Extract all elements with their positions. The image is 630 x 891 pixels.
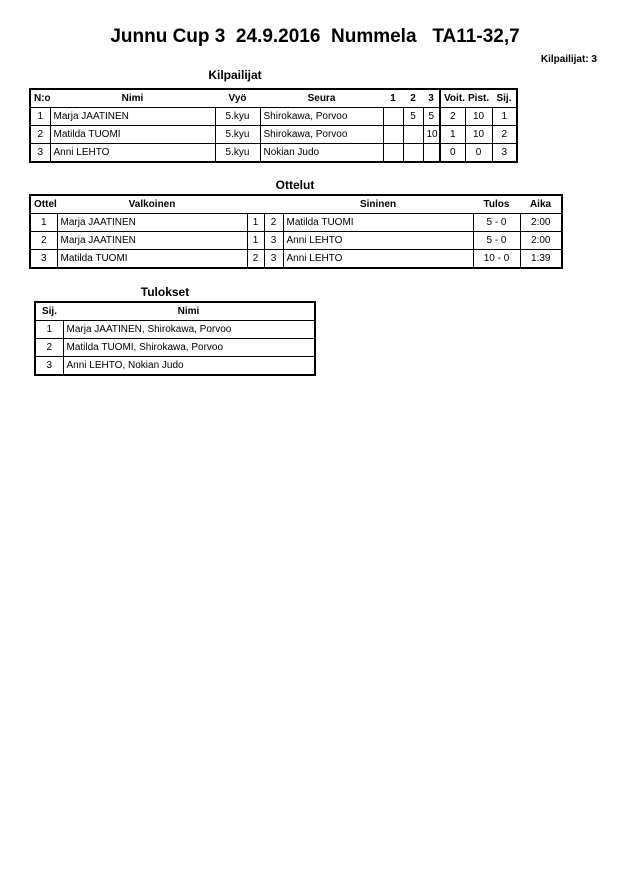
match-row-cell: 10 - 0: [472, 249, 521, 269]
competitor-row-cell: 0: [439, 143, 466, 163]
competitor-row-cell: 3: [29, 143, 51, 163]
competitor-row-cell: 2: [29, 125, 51, 144]
competitors-header-0: N:o: [30, 89, 50, 108]
match-row-cell: 5 - 0: [472, 213, 521, 232]
match-row-cell: Marja JAATINEN: [56, 213, 248, 232]
competitor-row-cell: Anni LEHTO: [49, 143, 216, 163]
page-title: Junnu Cup 3 24.9.2016 Nummela TA11-32,7: [110, 26, 520, 47]
results-header-0: Sij.: [35, 302, 63, 321]
competitors-header-2: Vyö: [215, 89, 260, 108]
match-row-cell: 1: [246, 213, 265, 232]
competitor-count: Kilpailijat: 3: [540, 54, 597, 65]
competitor-row-cell: [382, 107, 404, 126]
competitors-header-5: 2: [403, 89, 423, 108]
competitors-header-8: Pist.: [465, 89, 492, 108]
match-row-cell: Matilda TUOMI: [282, 213, 474, 232]
competitor-row-cell: [422, 143, 441, 163]
match-row: 2 Marja JAATINEN 1 3 Anni LEHTO 5 - 0 2:00: [29, 231, 563, 250]
result-row-cell: 1: [34, 320, 64, 339]
competitor-row-cell: 10: [464, 107, 493, 126]
competitor-row-cell: Matilda TUOMI: [49, 125, 216, 144]
competitors-header-1: Nimi: [50, 89, 215, 108]
match-row-cell: 2: [29, 231, 58, 250]
competitors-header-3: Seura: [260, 89, 383, 108]
results-table: Sij. Nimi 1 Marja JAATINEN, Shirokawa, Porv…: [34, 301, 316, 376]
matches-header-1: Valkoinen: [57, 195, 247, 214]
competitor-row: 1 Marja JAATINEN 5.kyu Shirokawa, Porvoo 5 5 2…: [29, 107, 518, 126]
matches-header-3: [264, 195, 283, 214]
competitor-row-cell: Shirokawa, Porvoo: [259, 125, 384, 144]
competitor-row: 2 Matilda TUOMI 5.kyu Shirokawa, Porvoo 10 1 1…: [29, 125, 518, 144]
competitor-row-cell: 5.kyu: [214, 125, 261, 144]
match-row: 1 Marja JAATINEN 1 2 Matilda TUOMI 5 - 0 2:00: [29, 213, 563, 232]
competitors-header-4: 1: [383, 89, 403, 108]
match-row-cell: 1: [29, 213, 58, 232]
result-row: 2 Matilda TUOMI, Shirokawa, Porvoo: [34, 338, 316, 357]
competitors-header-7: Voit.: [439, 89, 465, 108]
results-header-1: Nimi: [63, 302, 315, 321]
match-row-cell: Marja JAATINEN: [56, 231, 248, 250]
match-row-cell: 2:00: [519, 213, 563, 232]
competitor-row-cell: 0: [464, 143, 493, 163]
matches-heading: Ottelut: [275, 178, 315, 192]
competitor-row-cell: 3: [491, 143, 518, 163]
match-row-cell: 5 - 0: [472, 231, 521, 250]
match-row-cell: 1: [246, 231, 265, 250]
matches-header-6: Aika: [520, 195, 562, 214]
match-row-cell: 3: [29, 249, 58, 269]
matches-header-2: [247, 195, 264, 214]
competitors-table: N:o Nimi Vyö Seura 1 2 3 Voit. Pist. Sij. 1 Marja J…: [29, 88, 518, 163]
result-row-cell: 3: [34, 356, 64, 376]
competitor-row-cell: 1: [439, 125, 466, 144]
match-row-cell: Matilda TUOMI: [56, 249, 248, 269]
match-row-cell: 3: [263, 249, 284, 269]
match-row-cell: 1:39: [519, 249, 563, 269]
result-row-cell: Anni LEHTO, Nokian Judo: [62, 356, 316, 376]
competitor-row-cell: [402, 143, 424, 163]
result-row-cell: Matilda TUOMI, Shirokawa, Porvoo: [62, 338, 316, 357]
competitors-header-6: 3: [423, 89, 440, 108]
competitor-row-cell: 5: [422, 107, 441, 126]
competitor-row-cell: Shirokawa, Porvoo: [259, 107, 384, 126]
match-row-cell: Anni LEHTO: [282, 249, 474, 269]
competitor-row-cell: 2: [439, 107, 466, 126]
competitor-row: 3 Anni LEHTO 5.kyu Nokian Judo 0 0 3: [29, 143, 518, 163]
competitor-row-cell: Marja JAATINEN: [49, 107, 216, 126]
match-row: 3 Matilda TUOMI 2 3 Anni LEHTO 10 - 0 1:39: [29, 249, 563, 269]
competitor-row-cell: 10: [422, 125, 441, 144]
competitor-row-cell: 2: [491, 125, 518, 144]
match-row-cell: 2: [263, 213, 284, 232]
competitor-row-cell: 5.kyu: [214, 143, 261, 163]
matches-header-0: Ottelu: [30, 195, 57, 214]
match-row-cell: Anni LEHTO: [282, 231, 474, 250]
match-row-cell: 2:00: [519, 231, 563, 250]
competitor-row-cell: Nokian Judo: [259, 143, 384, 163]
matches-header-5: Tulos: [473, 195, 520, 214]
match-row-cell: 3: [263, 231, 284, 250]
competitor-row-cell: [402, 125, 424, 144]
competitor-row-cell: 10: [464, 125, 493, 144]
competitor-row-cell: [382, 125, 404, 144]
competitor-row-cell: 1: [29, 107, 51, 126]
result-row: 1 Marja JAATINEN, Shirokawa, Porvoo: [34, 320, 316, 339]
competitor-row-cell: 5.kyu: [214, 107, 261, 126]
result-row-cell: 2: [34, 338, 64, 357]
results-heading: Tulokset: [140, 285, 190, 299]
competitor-row-cell: [382, 143, 404, 163]
competitor-row-cell: 5: [402, 107, 424, 126]
result-row-cell: Marja JAATINEN, Shirokawa, Porvoo: [62, 320, 316, 339]
competitor-row-cell: 1: [491, 107, 518, 126]
matches-header-4: Sininen: [283, 195, 473, 214]
competitors-heading: Kilpailijat: [208, 68, 262, 82]
match-row-cell: 2: [246, 249, 265, 269]
result-row: 3 Anni LEHTO, Nokian Judo: [34, 356, 316, 376]
competitors-header-9: Sij.: [492, 89, 517, 108]
